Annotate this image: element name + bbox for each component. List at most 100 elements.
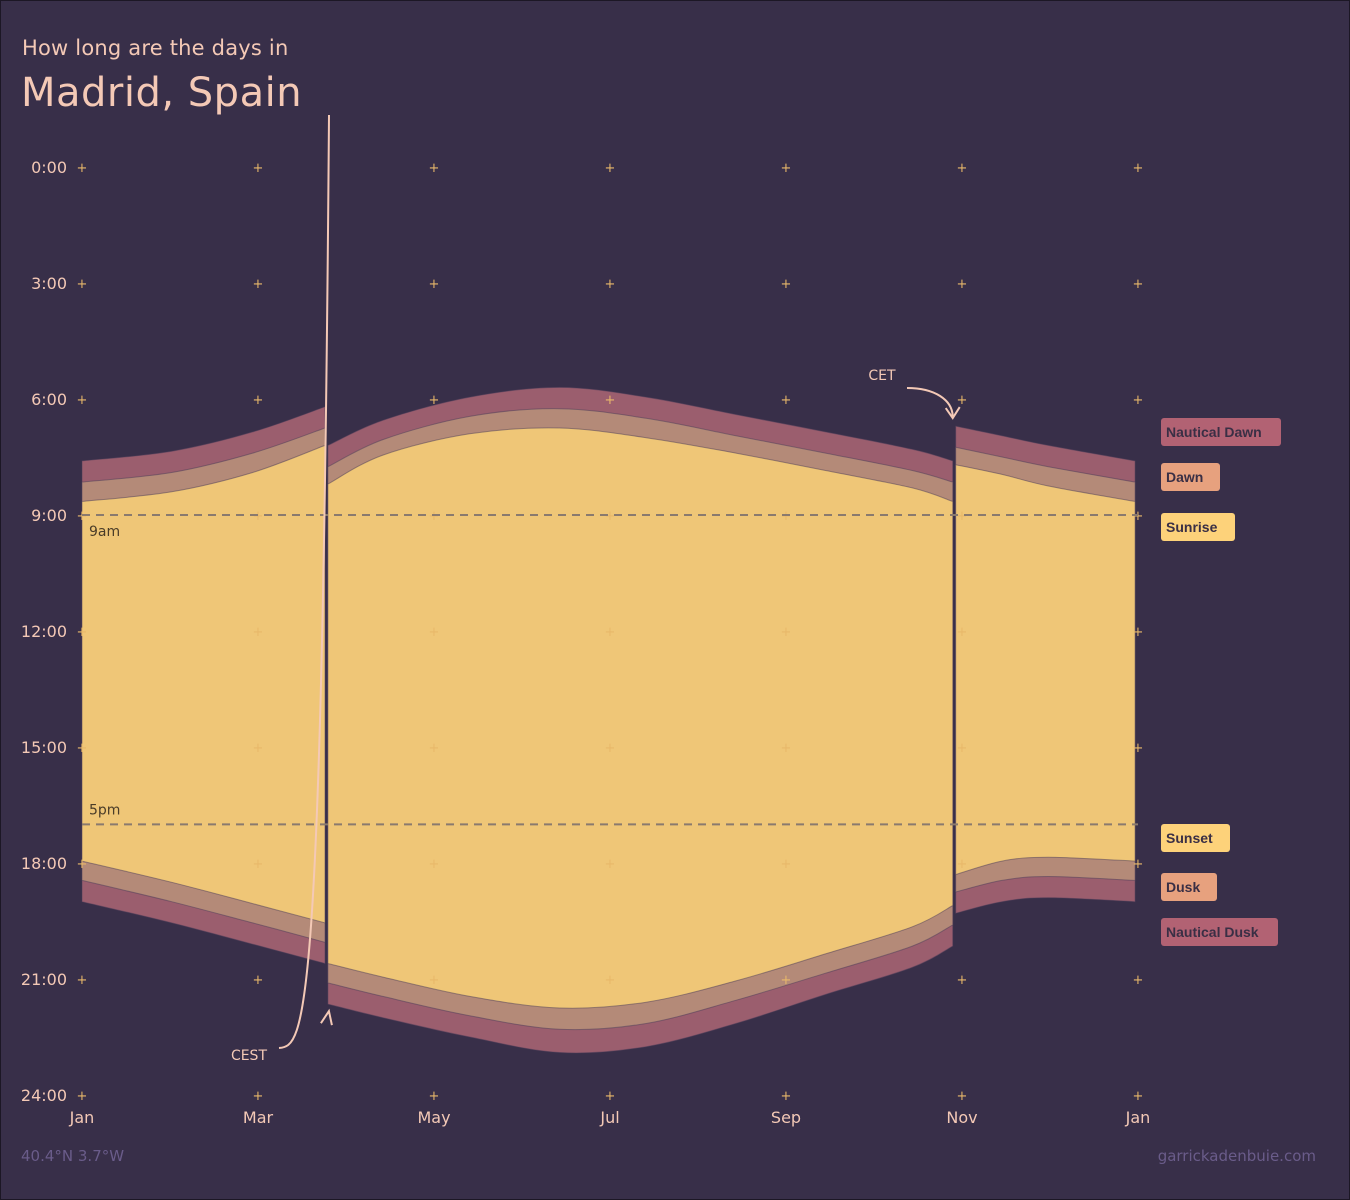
grid-plus-mark: + xyxy=(429,973,440,988)
annotation-arrowhead xyxy=(320,1008,333,1026)
grid-plus-mark: + xyxy=(77,161,88,176)
grid-plus-mark: + xyxy=(253,161,264,176)
author-credit: garrickadenbuie.com xyxy=(1157,1147,1316,1165)
grid-plus-mark: + xyxy=(605,509,616,524)
grid-plus-mark: + xyxy=(1133,277,1144,292)
grid-plus-mark: + xyxy=(605,857,616,872)
series-labels: Nautical Dawn Dawn Sunrise Sunset Dusk Nautic… xyxy=(1161,418,1281,946)
grid-plus-mark: + xyxy=(429,277,440,292)
grid-plus-mark: + xyxy=(605,1089,616,1104)
grid-plus-mark: + xyxy=(429,1089,440,1104)
series-label: Dawn xyxy=(1161,463,1220,491)
grid-plus-mark: + xyxy=(605,973,616,988)
grid-plus-mark: + xyxy=(253,277,264,292)
grid-plus-mark: + xyxy=(77,973,88,988)
grid-plus-mark: + xyxy=(605,741,616,756)
series-label-box xyxy=(1161,418,1281,446)
grid-plus-mark: + xyxy=(1133,857,1144,872)
grid-plus-mark: + xyxy=(429,741,440,756)
grid-plus-mark: + xyxy=(781,161,792,176)
x-tick-label: Jan xyxy=(69,1108,95,1127)
grid-plus-mark: + xyxy=(77,1089,88,1104)
grid-plus-mark: + xyxy=(77,509,88,524)
grid-plus-mark: + xyxy=(957,277,968,292)
series-label: Sunset xyxy=(1161,824,1230,852)
grid-plus-mark: + xyxy=(1133,973,1144,988)
grid-plus-mark: + xyxy=(77,857,88,872)
series-label-box xyxy=(1161,873,1217,901)
grid-plus-mark: + xyxy=(77,393,88,408)
grid-plus-mark: + xyxy=(781,741,792,756)
annotation-arrowhead xyxy=(944,406,961,420)
grid-plus-mark: + xyxy=(781,1089,792,1104)
series-label-text: Nautical Dawn xyxy=(1166,424,1262,440)
grid-plus-mark: + xyxy=(1133,741,1144,756)
x-tick-label: Nov xyxy=(946,1108,977,1127)
grid-plus-mark: + xyxy=(253,393,264,408)
series-label-box xyxy=(1161,824,1230,852)
y-tick-label: 18:00 xyxy=(21,854,67,873)
grid-plus-mark: + xyxy=(957,161,968,176)
annotation-arrow xyxy=(906,387,954,417)
grid-plus-mark: + xyxy=(429,509,440,524)
reference-lines: 9am 5pm xyxy=(82,514,1138,826)
x-tick-label: Jan xyxy=(1125,1108,1151,1127)
series-label-box xyxy=(1161,463,1220,491)
grid-plus-mark: + xyxy=(253,625,264,640)
grid-plus-mark: + xyxy=(781,973,792,988)
x-tick-label: May xyxy=(417,1108,450,1127)
y-tick-label: 15:00 xyxy=(21,738,67,757)
y-tick-label: 12:00 xyxy=(21,622,67,641)
grid-plus-mark: + xyxy=(253,1089,264,1104)
x-axis: Jan Mar May Jul Sep Nov Jan xyxy=(69,1108,1151,1127)
daylight-band-segment-3 xyxy=(955,464,1136,876)
chart-subtitle: How long are the days in xyxy=(22,36,289,60)
grid-plus-mark: + xyxy=(781,277,792,292)
grid-plus-mark: + xyxy=(957,973,968,988)
annotations: CEST CET xyxy=(231,114,961,1064)
grid-plus-mark: + xyxy=(781,625,792,640)
grid-plus-mark: + xyxy=(957,741,968,756)
x-tick-label: Sep xyxy=(771,1108,801,1127)
series-label: Dusk xyxy=(1161,873,1217,901)
series-label-box xyxy=(1161,918,1278,946)
grid-plus-mark: + xyxy=(77,277,88,292)
annotation-arrow xyxy=(278,114,330,1049)
grid-plus-mark: + xyxy=(957,393,968,408)
y-tick-label: 6:00 xyxy=(31,390,67,409)
series-label-text: Nautical Dusk xyxy=(1166,924,1259,940)
plus-grid: + + + + + + + + + + + + + + + + + + + + + + + + + + + + + + + + + + + + + + + +… xyxy=(77,161,1144,1104)
grid-plus-mark: + xyxy=(1133,509,1144,524)
series-label-text: Sunrise xyxy=(1166,519,1218,535)
grid-plus-mark: + xyxy=(781,509,792,524)
y-tick-label: 0:00 xyxy=(31,158,67,177)
x-tick-label: Mar xyxy=(243,1108,274,1127)
grid-plus-mark: + xyxy=(429,857,440,872)
grid-plus-mark: + xyxy=(605,625,616,640)
reference-line-label: 5pm xyxy=(89,802,120,818)
grid-plus-mark: + xyxy=(253,973,264,988)
series-label-text: Sunset xyxy=(1166,830,1213,846)
annotation-label: CEST xyxy=(231,1048,268,1064)
grid-plus-mark: + xyxy=(605,393,616,408)
grid-plus-mark: + xyxy=(1133,161,1144,176)
grid-plus-mark: + xyxy=(957,857,968,872)
grid-plus-mark: + xyxy=(253,857,264,872)
series-label: Nautical Dawn xyxy=(1161,418,1281,446)
grid-plus-mark: + xyxy=(429,625,440,640)
annotation-label: CET xyxy=(868,368,896,384)
series-label-text: Dusk xyxy=(1166,879,1200,895)
grid-plus-mark: + xyxy=(957,625,968,640)
grid-plus-mark: + xyxy=(1133,1089,1144,1104)
reference-line-label: 9am xyxy=(89,524,120,540)
grid-plus-mark: + xyxy=(605,277,616,292)
grid-plus-mark: + xyxy=(605,161,616,176)
grid-plus-mark: + xyxy=(957,509,968,524)
y-tick-label: 3:00 xyxy=(31,274,67,293)
grid-plus-mark: + xyxy=(1133,393,1144,408)
chart-title: Madrid, Spain xyxy=(21,70,303,116)
grid-plus-mark: + xyxy=(957,1089,968,1104)
grid-plus-mark: + xyxy=(429,393,440,408)
y-tick-label: 24:00 xyxy=(21,1086,67,1105)
grid-plus-mark: + xyxy=(77,625,88,640)
